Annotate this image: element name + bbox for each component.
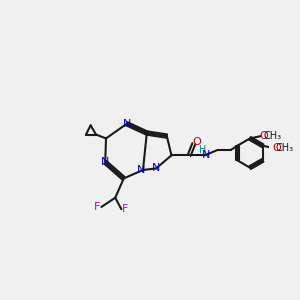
Text: H: H bbox=[199, 145, 207, 155]
Text: O: O bbox=[272, 143, 281, 153]
Text: CH₃: CH₃ bbox=[263, 131, 281, 141]
Text: O: O bbox=[260, 131, 268, 141]
Text: F: F bbox=[122, 204, 128, 214]
Text: N: N bbox=[202, 150, 210, 160]
Text: O: O bbox=[193, 137, 201, 147]
Text: F: F bbox=[94, 202, 101, 212]
Text: N: N bbox=[152, 164, 160, 173]
Text: N: N bbox=[137, 165, 146, 175]
Text: CH₃: CH₃ bbox=[276, 143, 294, 153]
Text: N: N bbox=[101, 157, 110, 167]
Text: N: N bbox=[123, 119, 131, 129]
